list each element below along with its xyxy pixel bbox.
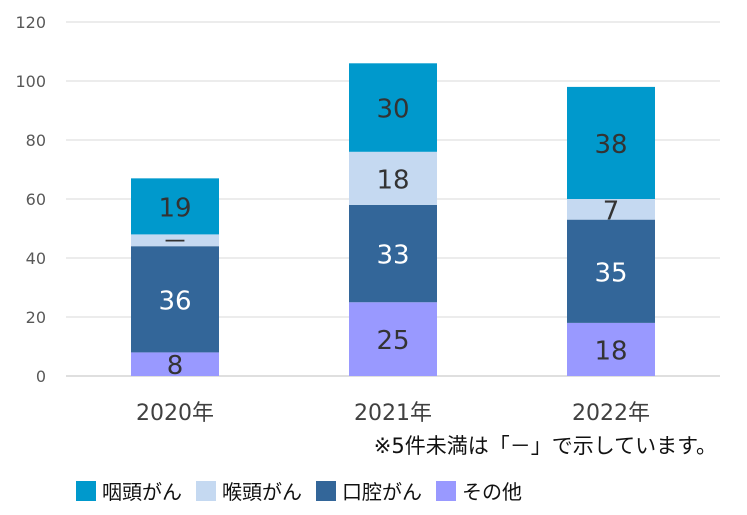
bar-segment (349, 302, 437, 376)
data-label: 18 (594, 336, 627, 366)
y-axis-ticks: 0 20 40 60 80 100 120 (15, 13, 46, 386)
legend-label: 咽頭がん (102, 480, 182, 504)
legend: 咽頭がん 喉頭がん 口腔がん その他 (76, 476, 536, 505)
legend-swatch (436, 480, 456, 501)
y-tick-label: 100 (15, 72, 46, 91)
y-tick-label: 120 (15, 13, 46, 32)
y-tick-label: 0 (36, 367, 46, 386)
legend-item: 口腔がん (316, 476, 422, 505)
y-tick-label: 40 (26, 249, 46, 268)
legend-label: その他 (462, 480, 522, 504)
legend-label: 喉頭がん (222, 480, 302, 504)
bar-segment (131, 178, 219, 235)
data-label: 18 (376, 165, 409, 195)
data-label: 36 (158, 286, 191, 316)
bar-segment (567, 219, 655, 323)
bar-segment (567, 86, 655, 199)
legend-swatch (196, 480, 216, 501)
x-tick-label: 2021年 (354, 401, 432, 426)
legend-swatch (76, 480, 96, 501)
legend-item: その他 (436, 476, 522, 505)
legend-label: 口腔がん (342, 480, 422, 504)
x-tick-label: 2020年 (136, 401, 214, 426)
y-tick-label: 20 (26, 308, 46, 327)
data-label: 35 (594, 258, 627, 288)
bar-segment (349, 63, 437, 152)
bar-segment (567, 322, 655, 376)
legend-item: 咽頭がん (76, 476, 182, 505)
bar-segment (567, 199, 655, 220)
data-label: 38 (594, 130, 627, 160)
y-tick-label: 60 (26, 190, 46, 209)
bar-segment (131, 246, 219, 353)
y-tick-label: 80 (26, 131, 46, 150)
data-label: 33 (376, 241, 409, 271)
data-label: 8 (167, 351, 184, 381)
footnote: ※5件未満は「－」で示しています。 (373, 434, 717, 458)
legend-item: 喉頭がん (196, 476, 302, 505)
bar-segment (131, 234, 219, 247)
x-tick-label: 2022年 (572, 401, 650, 426)
data-label: 30 (376, 95, 409, 125)
x-axis-ticks: 2020年 2021年 2022年 (136, 401, 650, 426)
bar-segment (131, 352, 219, 376)
data-label: 19 (158, 193, 191, 223)
bar-segment (349, 204, 437, 303)
legend-swatch (316, 480, 336, 501)
data-label: 7 (603, 196, 620, 226)
data-label: 25 (376, 326, 409, 356)
bar-segment (349, 151, 437, 205)
